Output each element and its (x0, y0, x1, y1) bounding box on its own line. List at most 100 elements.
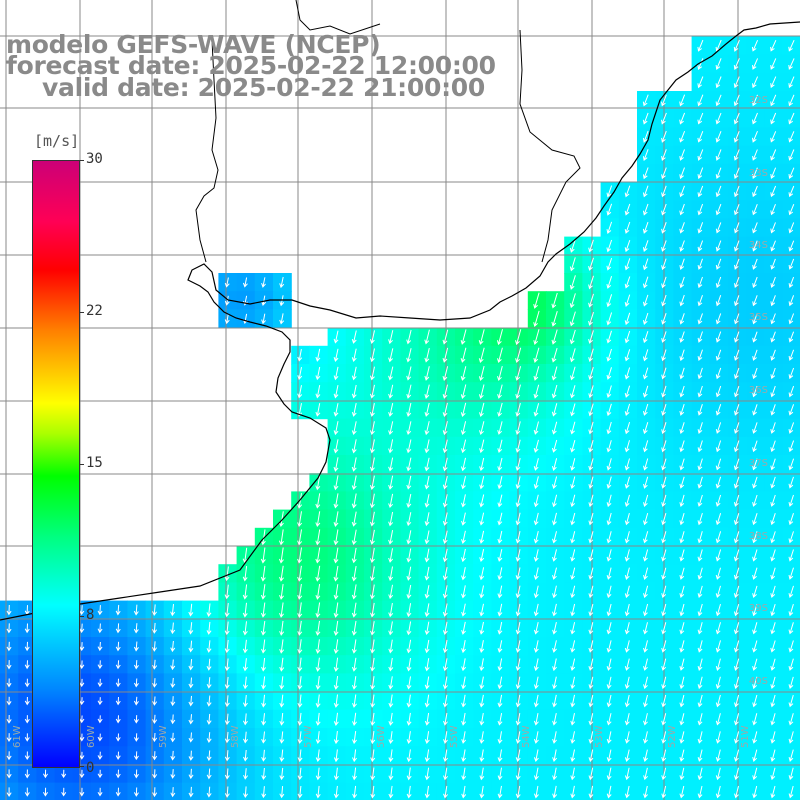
wind-arrow (752, 513, 758, 526)
wind-arrow (333, 584, 339, 600)
wind-arrow (533, 292, 540, 309)
wind-arrow (442, 439, 448, 454)
wind-arrow (679, 240, 685, 252)
wind-arrow (734, 694, 740, 708)
wind-arrow (624, 258, 631, 271)
wind-arrow (588, 585, 594, 599)
wind-arrow (188, 659, 194, 671)
wind-arrow (752, 640, 758, 653)
wind-arrow (442, 658, 448, 672)
wind-arrow (442, 421, 448, 436)
wind-arrow (788, 440, 795, 453)
wind-arrow (261, 749, 267, 762)
wind-arrow (442, 567, 448, 581)
wind-arrow (497, 384, 503, 399)
wind-arrow (333, 384, 339, 399)
wind-arrow (515, 476, 521, 490)
wind-arrow (752, 149, 758, 161)
wind-arrow (533, 439, 539, 453)
wind-arrow (333, 731, 339, 745)
wind-arrow (752, 458, 758, 471)
wind-arrow (188, 768, 194, 780)
wind-arrow (224, 676, 230, 690)
wind-arrow (552, 785, 558, 799)
wind-arrow (606, 257, 613, 271)
wind-arrow (697, 531, 703, 544)
wind-arrow (770, 167, 777, 180)
wind-arrow (624, 785, 630, 799)
wind-arrow (97, 733, 103, 742)
wind-arrow (697, 458, 703, 471)
wind-arrow (606, 458, 612, 471)
wind-arrow (115, 604, 121, 616)
wind-arrow (715, 276, 722, 289)
wind-arrow (661, 185, 667, 198)
wind-arrow (369, 366, 375, 381)
wind-arrow (315, 547, 321, 564)
wind-arrow (24, 769, 30, 779)
wind-arrow (533, 310, 540, 328)
wind-arrow (351, 384, 357, 399)
wind-arrow (170, 714, 176, 725)
border-line (195, 39, 219, 263)
wind-arrow (261, 676, 266, 690)
wind-arrow (642, 331, 649, 344)
wind-arrow (788, 313, 795, 325)
wind-arrow (133, 660, 139, 670)
wind-arrow (606, 440, 612, 453)
wind-arrow (333, 547, 339, 564)
wind-arrow (570, 366, 576, 381)
wind-arrow (261, 313, 266, 325)
wind-arrow (679, 131, 686, 143)
wind-arrow (734, 276, 740, 289)
wind-arrow (752, 603, 758, 617)
wind-arrow (479, 603, 485, 617)
wind-arrow (643, 749, 648, 762)
wind-arrow (170, 640, 176, 653)
wind-arrow (533, 403, 540, 417)
wind-arrow (369, 348, 375, 363)
wind-arrow (533, 494, 539, 508)
wind-arrow (752, 258, 758, 270)
wind-arrow (515, 785, 521, 799)
wind-arrow (733, 531, 740, 544)
wind-arrow (734, 240, 740, 252)
wind-arrow (369, 384, 375, 399)
wind-arrow (497, 439, 503, 454)
wind-arrow (661, 585, 667, 599)
wind-arrow (279, 620, 285, 636)
wind-arrow (352, 767, 357, 781)
wind-arrow (570, 731, 576, 744)
wind-arrow (424, 402, 430, 417)
wind-arrow (733, 94, 740, 107)
wind-arrow (406, 439, 412, 454)
wind-arrow (479, 439, 485, 454)
wind-arrow (460, 366, 467, 381)
wind-arrow (661, 112, 667, 125)
wind-arrow (715, 785, 721, 799)
wind-arrow (461, 621, 466, 635)
wind-arrow (6, 623, 12, 634)
wind-arrow (206, 768, 212, 780)
wind-arrow (115, 641, 121, 652)
wind-arrow (697, 749, 703, 762)
wind-arrow (133, 696, 139, 706)
wind-arrow (243, 786, 249, 798)
wind-arrow (788, 222, 795, 234)
wind-arrow (315, 511, 321, 528)
wind-arrow (315, 385, 321, 399)
wind-arrow (79, 642, 85, 652)
wind-arrow (315, 529, 321, 546)
wind-arrow (770, 58, 777, 70)
wind-arrow (606, 658, 612, 671)
wind-arrow (369, 330, 375, 344)
wind-arrow (388, 421, 394, 436)
wind-arrow (315, 565, 321, 582)
wind-arrow (661, 240, 667, 252)
longitude-label: 61W (12, 725, 23, 748)
wind-arrow (515, 621, 521, 635)
wind-arrow (642, 112, 649, 125)
wind-arrow (261, 694, 267, 708)
wind-arrow (588, 439, 594, 453)
wind-arrow (24, 733, 30, 742)
